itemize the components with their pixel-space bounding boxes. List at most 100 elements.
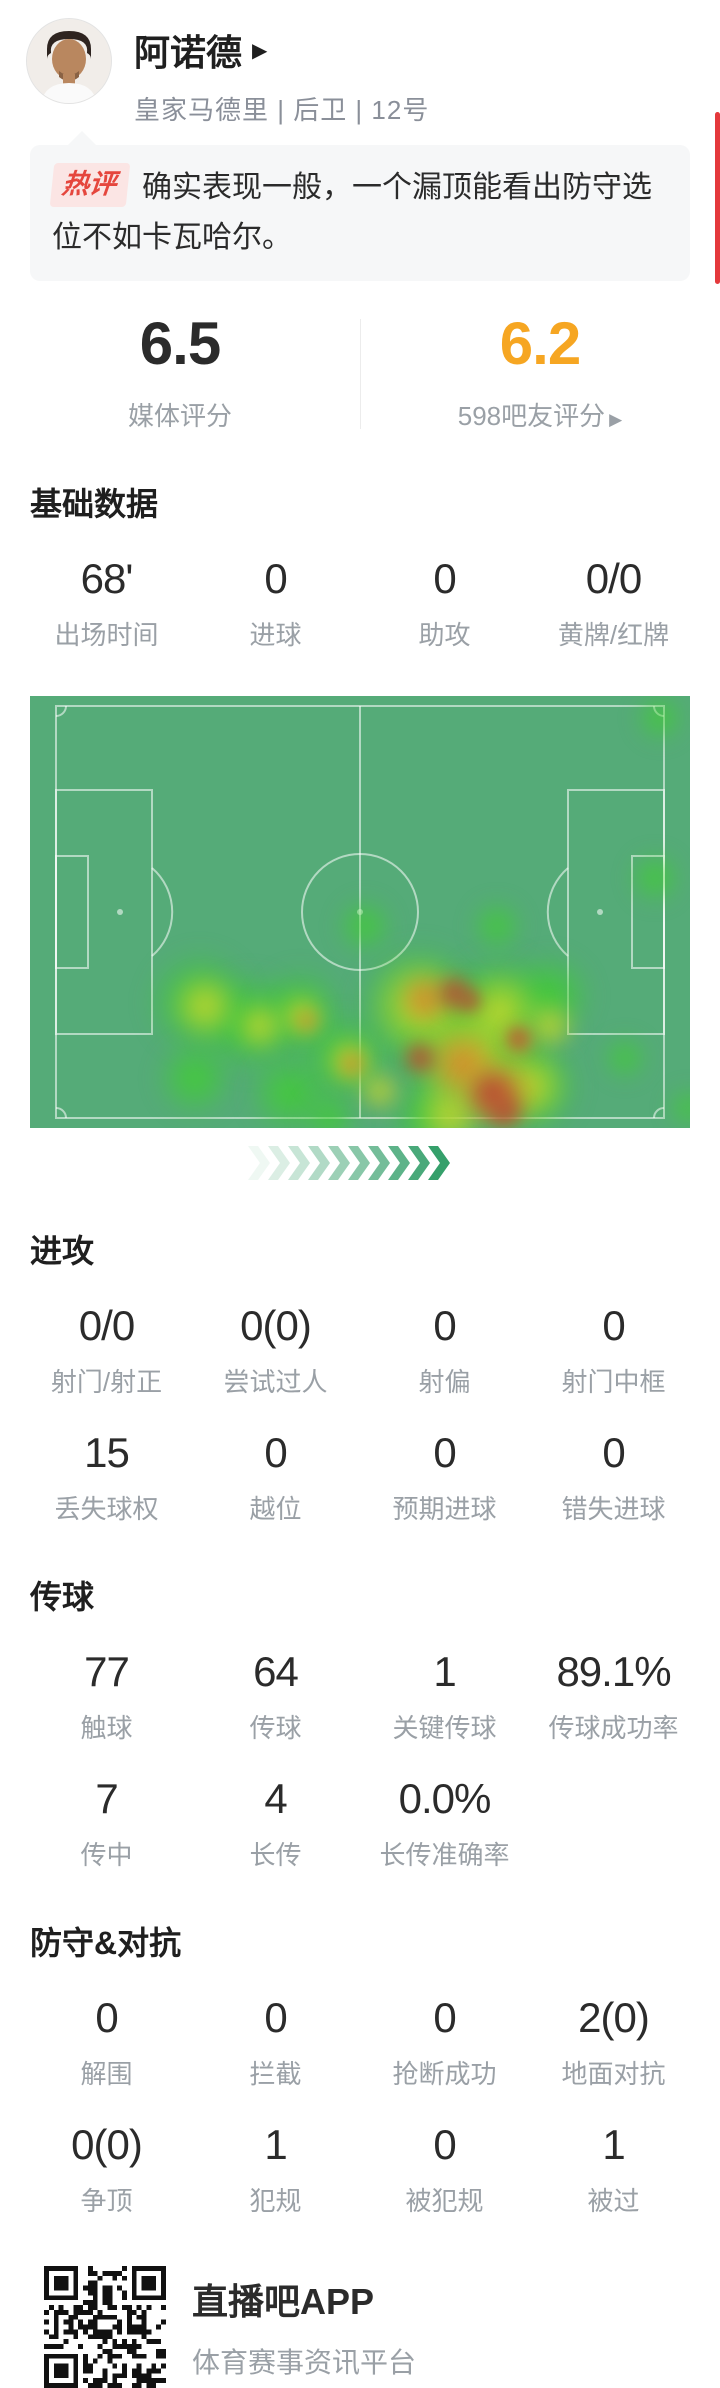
stat-传球成功率: 89.1% 传球成功率: [529, 1648, 698, 1745]
stat-尝试过人: 0(0) 尝试过人: [191, 1302, 360, 1399]
stat-value: 1: [602, 2121, 625, 2168]
section-title: 基础数据: [30, 486, 159, 522]
stat-value: 4: [264, 1775, 287, 1822]
scrollbar-thumb[interactable]: [715, 112, 720, 284]
stat-label: 出场时间: [54, 620, 159, 650]
stat-label: 传球成功率: [548, 1713, 679, 1743]
stat-label: 射门/射正: [50, 1367, 163, 1397]
fans-rating[interactable]: 6.2 598吧友评分 ▶: [360, 309, 720, 433]
stat-label: 地面对抗: [561, 2059, 666, 2089]
stat-犯规: 1 犯规: [191, 2121, 360, 2218]
player-name-row[interactable]: 阿诺德 ▶: [134, 24, 429, 76]
stat-label: 射门中框: [561, 1367, 666, 1397]
avatar-image: [27, 19, 111, 103]
stat-label: 错失进球: [561, 1494, 666, 1524]
stat-label: 丢失球权: [54, 1494, 159, 1524]
stat-value: 0: [264, 1994, 287, 2041]
stat-传球: 64 传球: [191, 1648, 360, 1745]
stat-value: 15: [84, 1429, 130, 1476]
stat-row: 0(0) 争顶 1 犯规 0 被犯规 1 被过: [0, 2121, 720, 2218]
stat-value: 68': [80, 555, 134, 602]
stat-label: 解围: [80, 2059, 133, 2089]
stat-value: 0: [602, 1302, 625, 1349]
stat-value: 0(0): [71, 2121, 143, 2168]
stat-label: 黄牌/红牌: [557, 620, 670, 650]
stat-value: 0: [433, 1302, 456, 1349]
player-meta: 皇家马德里 | 后卫 | 12号: [134, 95, 430, 125]
stat-value: 1: [264, 2121, 287, 2168]
stat-label: 预期进球: [392, 1494, 497, 1524]
section-传球: 传球 77 触球 64 传球 1 关键传球 89.1% 传球成功率 7 传中 4 长传 0.0% 长传准确率: [0, 1572, 720, 1872]
app-footer[interactable]: 直播吧APP 体育赛事资讯平台: [0, 2266, 720, 2388]
stat-value: 64: [253, 1648, 299, 1695]
stat-value: 0: [264, 1429, 287, 1476]
hot-comment-text: 确实表现一般，一个漏顶能看出防守选位不如卡瓦哈尔。: [52, 171, 652, 254]
app-tagline: 体育赛事资讯平台: [192, 2347, 417, 2378]
basic-data-section: 基础数据 68' 出场时间 0 进球 0 助攻 0/0 黄牌/红牌: [0, 479, 720, 652]
stat-被过: 1 被过: [529, 2121, 698, 2218]
stat-label: 长传准确率: [379, 1840, 510, 1870]
media-rating: 6.5 媒体评分: [0, 309, 360, 433]
stat-传中: 7 传中: [22, 1775, 191, 1872]
stat-label: 越位: [249, 1494, 302, 1524]
section-基础数据: 基础数据 68' 出场时间 0 进球 0 助攻 0/0 黄牌/红牌: [0, 479, 720, 652]
stat-row: 77 触球 64 传球 1 关键传球 89.1% 传球成功率: [0, 1648, 720, 1745]
stat-助攻: 0 助攻: [360, 555, 529, 652]
hot-comment-badge: 热评: [49, 163, 131, 207]
stat-长传准确率: 0.0% 长传准确率: [360, 1775, 529, 1872]
fans-rating-value: 6.2: [499, 310, 581, 377]
media-rating-label: 媒体评分: [127, 401, 232, 431]
stat-value: 0.0%: [398, 1775, 492, 1822]
stat-黄牌/红牌: 0/0 黄牌/红牌: [529, 555, 698, 652]
stat-value: 0: [433, 1429, 456, 1476]
stat-label: 传中: [80, 1840, 133, 1870]
stat-row: 15 丢失球权 0 越位 0 预期进球 0 错失进球: [0, 1429, 720, 1526]
ratings-divider: [360, 319, 361, 429]
stat-label: 进球: [249, 620, 302, 650]
stat-value: 0: [95, 1994, 118, 2041]
stat-value: 1: [433, 1648, 456, 1695]
stat-label: 传球: [249, 1713, 302, 1743]
stat-label: 被过: [587, 2186, 640, 2216]
section-title: 进攻: [30, 1233, 95, 1269]
stat-value: 2(0): [578, 1994, 650, 2041]
stat-解围: 0 解围: [22, 1994, 191, 2091]
stat-射偏: 0 射偏: [360, 1302, 529, 1399]
stat-出场时间: 68' 出场时间: [22, 555, 191, 652]
stat-射门/射正: 0/0 射门/射正: [22, 1302, 191, 1399]
stat-label: 助攻: [418, 620, 471, 650]
stat-label: 犯规: [249, 2186, 302, 2216]
ratings-row: 6.5 媒体评分 6.2 598吧友评分 ▶: [0, 309, 720, 433]
stat-触球: 77 触球: [22, 1648, 191, 1745]
stat-sections: 进攻 0/0 射门/射正 0(0) 尝试过人 0 射偏 0 射门中框 15 丢失球权 0 越位 0 预期进球…: [0, 1226, 720, 2218]
stat-row: 0/0 射门/射正 0(0) 尝试过人 0 射偏 0 射门中框: [0, 1302, 720, 1399]
fans-rating-arrow-icon: ▶: [609, 410, 623, 429]
section-title: 防守&对抗: [30, 1925, 182, 1961]
stat-关键传球: 1 关键传球: [360, 1648, 529, 1745]
stat-争顶: 0(0) 争顶: [22, 2121, 191, 2218]
stat-value: 89.1%: [556, 1648, 671, 1695]
player-name: 阿诺德: [134, 32, 243, 73]
stat-row: 68' 出场时间 0 进球 0 助攻 0/0 黄牌/红牌: [0, 555, 720, 652]
section-进攻: 进攻 0/0 射门/射正 0(0) 尝试过人 0 射偏 0 射门中框 15 丢失球权 0 越位 0 预期进球…: [0, 1226, 720, 1526]
stat-label: 射偏: [418, 1367, 471, 1397]
stat-label: 被犯规: [405, 2186, 484, 2216]
football-pitch: [30, 696, 690, 1128]
stat-射门中框: 0 射门中框: [529, 1302, 698, 1399]
stat-label: 争顶: [80, 2186, 133, 2216]
stat-label: 尝试过人: [223, 1367, 328, 1397]
stat-预期进球: 0 预期进球: [360, 1429, 529, 1526]
section-title: 传球: [30, 1579, 95, 1615]
stat-value: 0: [433, 555, 456, 602]
hot-comment-bubble[interactable]: 热评 确实表现一般，一个漏顶能看出防守选位不如卡瓦哈尔。: [30, 131, 690, 281]
fans-rating-label: 598吧友评分: [457, 401, 606, 431]
stat-丢失球权: 15 丢失球权: [22, 1429, 191, 1526]
player-header: 阿诺德 ▶ 皇家马德里 | 后卫 | 12号: [0, 0, 720, 127]
stat-value: 0: [433, 1994, 456, 2041]
section-防守&对抗: 防守&对抗 0 解围 0 拦截 0 抢断成功 2(0) 地面对抗 0(0) 争顶 1 犯规 0 被犯规 1 被过: [0, 1918, 720, 2218]
player-avatar[interactable]: [26, 18, 112, 104]
stat-地面对抗: 2(0) 地面对抗: [529, 1994, 698, 2091]
stat-label: 长传: [249, 1840, 302, 1870]
media-rating-value: 6.5: [139, 310, 221, 377]
stat-value: 0/0: [78, 1302, 135, 1349]
